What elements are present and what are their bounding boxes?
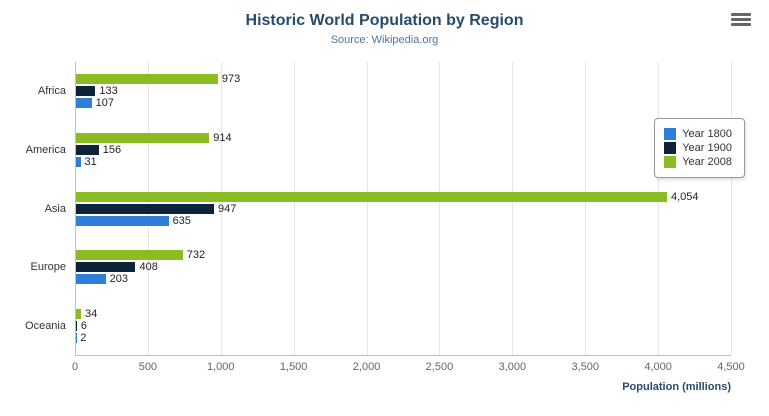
bar-asia-year-1800[interactable] <box>76 215 169 226</box>
x-tick-label: 4,000 <box>644 361 672 373</box>
legend-item-year-1900[interactable]: Year 1900 <box>664 142 732 154</box>
category-label-oceania: Oceania <box>25 319 66 332</box>
data-label: 107 <box>95 97 114 110</box>
x-tick-label: 4,500 <box>717 361 745 373</box>
bar-africa-year-1800[interactable] <box>76 98 92 109</box>
bar-africa-year-1900[interactable] <box>76 86 96 97</box>
data-label: 635 <box>172 214 191 227</box>
bar-africa-year-2008[interactable] <box>76 74 218 85</box>
bar-oceania-year-2008[interactable] <box>76 308 81 319</box>
legend-item-year-2008[interactable]: Year 2008 <box>664 156 732 168</box>
legend-swatch <box>664 156 677 168</box>
data-label: 947 <box>218 202 237 215</box>
chart-subtitle: Source: Wikipedia.org <box>330 34 439 46</box>
bar-america-year-1800[interactable] <box>76 156 81 167</box>
data-label: 156 <box>102 143 122 156</box>
bar-europe-year-1800[interactable] <box>76 274 106 285</box>
gridline <box>439 62 441 355</box>
bar-asia-year-2008[interactable] <box>76 191 667 202</box>
bar-asia-year-1900[interactable] <box>76 203 215 214</box>
data-label: 203 <box>109 273 128 286</box>
hamburger-line <box>731 23 751 26</box>
legend-swatch <box>664 142 677 154</box>
data-label: 31 <box>84 155 97 168</box>
x-axis-line <box>75 355 731 356</box>
data-label: 2 <box>80 331 87 344</box>
bar-oceania-year-1800[interactable] <box>76 332 77 343</box>
data-label: 408 <box>139 261 158 274</box>
legend-swatch <box>664 128 677 140</box>
x-tick-label: 1,000 <box>207 361 235 373</box>
gridline <box>658 62 660 355</box>
bar-europe-year-2008[interactable] <box>76 250 183 261</box>
category-label-africa: Africa <box>37 85 66 98</box>
legend-label: Year 1800 <box>682 128 732 140</box>
category-label-europe: Europe <box>30 261 66 274</box>
gridline <box>75 62 76 355</box>
gridline <box>293 62 295 355</box>
legend-item-year-1800[interactable]: Year 1800 <box>664 128 732 140</box>
plot-area: 0 500 1,000 1,500 2,000 2,500 3,000 3,500 4,000 4… <box>25 62 745 373</box>
data-label: 732 <box>186 249 206 262</box>
gridline <box>366 62 368 355</box>
bar-america-year-1900[interactable] <box>76 144 99 155</box>
data-label: 34 <box>84 307 98 320</box>
legend-label: Year 1900 <box>682 142 732 154</box>
gridline <box>731 62 732 355</box>
data-label: 973 <box>221 73 241 86</box>
x-tick-label: 2,000 <box>352 361 381 373</box>
gridline <box>585 62 587 355</box>
category-label-america: America <box>25 143 66 156</box>
bar-oceania-year-1900[interactable] <box>76 320 77 331</box>
data-label: 133 <box>99 85 118 98</box>
data-label: 914 <box>213 131 232 144</box>
x-axis-title: Population (millions) <box>622 381 731 393</box>
hamburger-line <box>731 18 751 21</box>
legend-label: Year 2008 <box>682 156 732 168</box>
x-tick-label: 1,500 <box>279 361 308 373</box>
x-tick-label: 3,500 <box>571 361 599 373</box>
data-label: 4,054 <box>670 190 699 203</box>
chart-title: Historic World Population by Region <box>245 12 524 29</box>
bar-europe-year-1900[interactable] <box>76 262 136 273</box>
x-tick-label: 3,000 <box>498 361 527 373</box>
x-tick-label: 0 <box>71 361 79 373</box>
gridline <box>512 62 514 355</box>
hamburger-line <box>731 13 751 16</box>
x-tick-label: 2,500 <box>425 361 454 373</box>
category-label-asia: Asia <box>44 202 66 215</box>
export-menu-hamburger-icon[interactable] <box>731 13 751 29</box>
bar-america-year-2008[interactable] <box>76 132 210 143</box>
data-label: 6 <box>80 319 87 332</box>
gridline <box>220 62 222 355</box>
x-tick-label: 500 <box>138 361 158 373</box>
legend: Year 1800 Year 1900 Year 2008 <box>654 118 745 178</box>
